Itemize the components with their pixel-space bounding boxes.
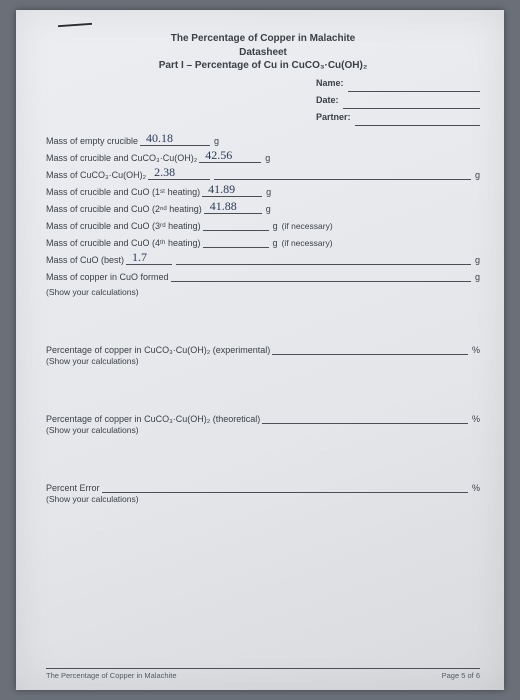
calc-note-2: (Show your calculations) (46, 356, 480, 366)
partner-label: Partner: (316, 109, 351, 126)
row-compound-mass: Mass of CuCO₃·Cu(OH)₂ 2.38 g (46, 168, 480, 180)
row-heating1: Mass of crucible and CuO (1ˢᵗ heating) 4… (46, 185, 480, 197)
row-cu-in-cuo: Mass of copper in CuO formed g (46, 270, 480, 282)
pen-mark (58, 23, 92, 27)
section-percent-error: Percent Error % (Show your calculations) (46, 481, 480, 504)
footer-left: The Percentage of Copper in Malachite (46, 671, 177, 680)
name-blank[interactable] (348, 81, 480, 92)
page-footer: The Percentage of Copper in Malachite Pa… (46, 668, 480, 680)
row-heating4: Mass of crucible and CuO (4ᵗʰ heating) g… (46, 236, 480, 248)
blank-r4[interactable]: 41.89 (202, 185, 262, 197)
date-label: Date: (316, 92, 339, 109)
blank-error[interactable] (102, 481, 468, 493)
header: The Percentage of Copper in Malachite Da… (46, 32, 480, 73)
data-rows: Mass of empty crucible 40.18 g Mass of c… (46, 134, 480, 297)
row-crucible-compound: Mass of crucible and CuCO₃·Cu(OH)₂ 42.56… (46, 151, 480, 163)
name-label: Name: (316, 75, 344, 92)
title-line1: The Percentage of Copper in Malachite (46, 32, 480, 46)
title-line2: Datasheet (46, 46, 480, 60)
blank-exp[interactable] (272, 343, 468, 355)
title-line3: Part I – Percentage of Cu in CuCO₃·Cu(OH… (46, 59, 480, 73)
row-heating3: Mass of crucible and CuO (3ʳᵈ heating) g… (46, 219, 480, 231)
section-experimental: Percentage of copper in CuCO₃·Cu(OH)₂ (e… (46, 343, 480, 366)
blank-r2[interactable]: 42.56 (199, 151, 261, 163)
row-heating2: Mass of crucible and CuO (2ⁿᵈ heating) 4… (46, 202, 480, 214)
footer-right: Page 5 of 6 (442, 671, 480, 680)
calc-note-3: (Show your calculations) (46, 425, 480, 435)
blank-r8[interactable]: 1.7 (126, 253, 172, 265)
blank-r5[interactable]: 41.88 (204, 202, 262, 214)
section-theoretical: Percentage of copper in CuCO₃·Cu(OH)₂ (t… (46, 412, 480, 435)
row-cuo-best: Mass of CuO (best) 1.7 g (46, 253, 480, 265)
worksheet-page: The Percentage of Copper in Malachite Da… (16, 10, 504, 690)
blank-r3[interactable]: 2.38 (148, 168, 210, 180)
blank-r7[interactable] (203, 236, 269, 248)
row-empty-crucible: Mass of empty crucible 40.18 g (46, 134, 480, 146)
name-date-partner: Name: Date: Partner: (316, 75, 480, 126)
blank-r1[interactable]: 40.18 (140, 134, 210, 146)
calc-note-1: (Show your calculations) (46, 287, 480, 297)
calc-note-4: (Show your calculations) (46, 494, 480, 504)
blank-theo[interactable] (262, 412, 468, 424)
blank-r6[interactable] (203, 219, 269, 231)
blank-r9[interactable] (171, 270, 471, 282)
blank-r3-ext (214, 168, 471, 180)
partner-blank[interactable] (355, 115, 480, 126)
blank-r8-ext (176, 253, 471, 265)
date-blank[interactable] (343, 98, 480, 109)
